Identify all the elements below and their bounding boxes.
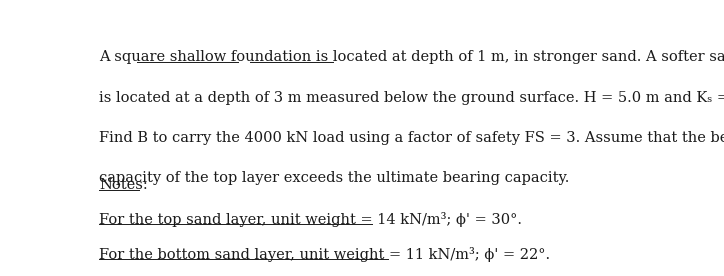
Text: A square shallow foundation is located at depth of 1 m, in stronger sand. A soft: A square shallow foundation is located a… — [99, 50, 724, 64]
Text: is located at a depth of 3 m measured below the ground surface. H = 5.0 m and Kₛ: is located at a depth of 3 m measured be… — [99, 91, 724, 105]
Text: For the top sand layer, unit weight = 14 kN/m³; ϕ' = 30°.: For the top sand layer, unit weight = 14… — [99, 212, 522, 227]
Text: Find B to carry the 4000 kN load using a factor of safety FS = 3. Assume that th: Find B to carry the 4000 kN load using a… — [99, 131, 724, 145]
Text: For the bottom sand layer, unit weight = 11 kN/m³; ϕ' = 22°.: For the bottom sand layer, unit weight =… — [99, 247, 550, 262]
Text: Notes:: Notes: — [99, 178, 148, 192]
Text: capacity of the top layer exceeds the ultimate bearing capacity.: capacity of the top layer exceeds the ul… — [99, 171, 569, 185]
